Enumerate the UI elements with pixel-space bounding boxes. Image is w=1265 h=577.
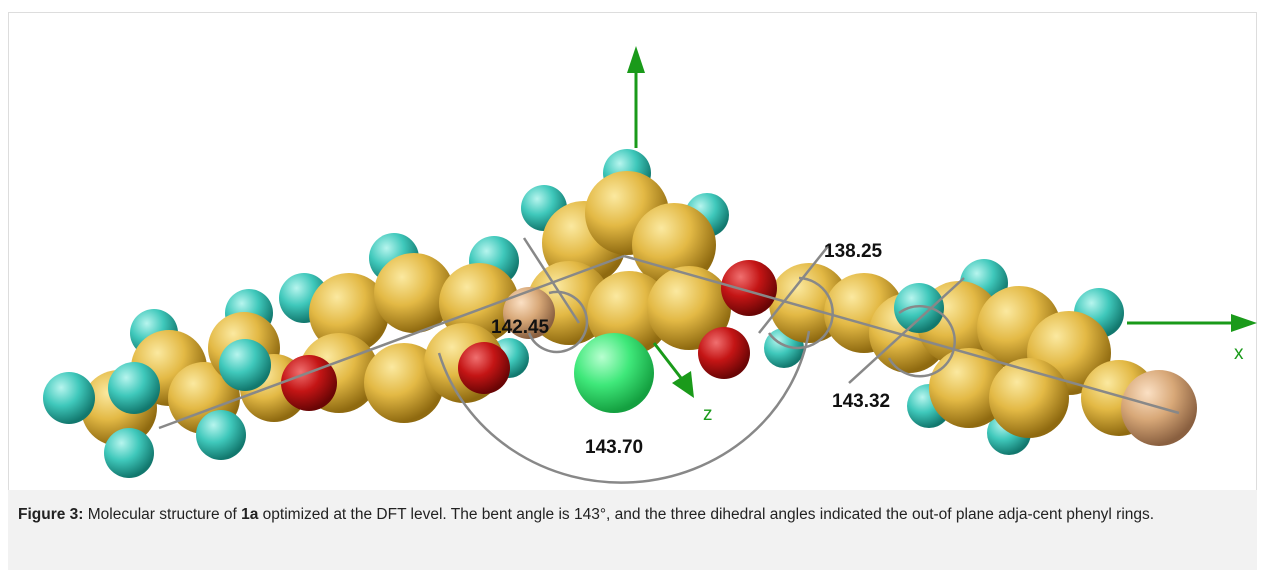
caption-text: Molecular structure of bbox=[88, 506, 237, 523]
angle-label: 142.45 bbox=[491, 317, 550, 338]
molecule-image: 142.45 138.25 143.32 143.70 x z bbox=[9, 13, 1258, 491]
angle-label: 138.25 bbox=[824, 241, 883, 262]
atoms bbox=[43, 149, 1197, 478]
axis-label: x bbox=[1234, 343, 1244, 364]
caption-text: optimized at the DFT level. The bent ang… bbox=[263, 506, 1154, 523]
caption: Figure 3: Molecular structure of 1a opti… bbox=[8, 490, 1257, 570]
caption-label: Figure 3: bbox=[18, 506, 83, 523]
angle-label: 143.70 bbox=[585, 437, 643, 458]
compound-name: 1a bbox=[241, 506, 258, 523]
figure: 142.45 138.25 143.32 143.70 x z bbox=[8, 12, 1257, 490]
axis-label: z bbox=[703, 404, 713, 425]
angle-label: 143.32 bbox=[832, 391, 890, 412]
page: {"figure":{"angle_labels":["142.45","138… bbox=[0, 0, 1265, 577]
